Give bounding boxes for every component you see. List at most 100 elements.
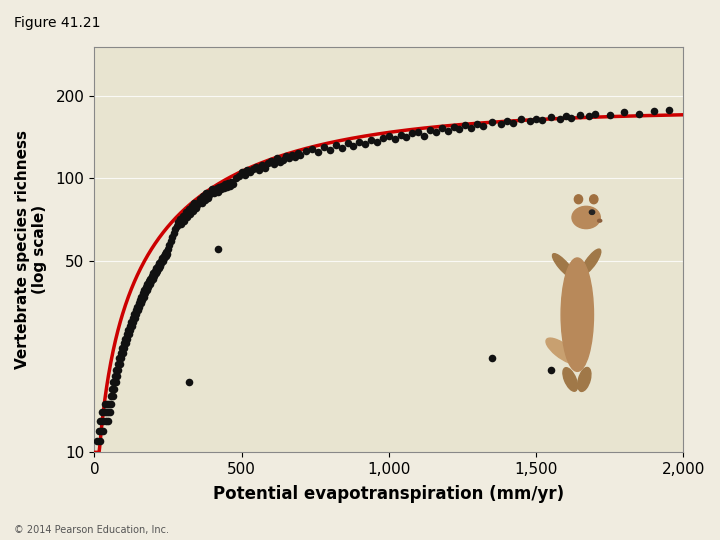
Point (100, 408, 112, 416)
Point (545, 113, 557, 122)
Point (274, 157, 286, 166)
Point (222, 179, 234, 187)
Point (342, 139, 354, 147)
Point (477, 122, 489, 130)
Ellipse shape (572, 206, 600, 228)
Point (566, 113, 577, 122)
Point (112, 372, 123, 380)
Point (354, 137, 365, 146)
Point (205, 188, 217, 197)
Point (138, 292, 150, 301)
Point (242, 166, 253, 174)
Ellipse shape (598, 219, 602, 222)
Point (129, 313, 140, 322)
Point (225, 178, 237, 186)
Point (292, 148, 303, 157)
Point (336, 144, 348, 152)
Point (152, 261, 163, 270)
X-axis label: Potential evapotranspiration (mm/yr): Potential evapotranspiration (mm/yr) (213, 485, 564, 503)
Point (190, 204, 202, 212)
Point (115, 349, 127, 357)
Point (418, 131, 430, 140)
Point (103, 417, 114, 426)
Point (160, 252, 171, 260)
Ellipse shape (561, 258, 593, 372)
Point (401, 133, 413, 141)
Point (330, 141, 341, 150)
Point (589, 109, 600, 118)
Point (126, 321, 138, 330)
Point (94, 417, 106, 426)
Point (143, 277, 155, 286)
Point (507, 119, 518, 127)
Point (158, 254, 170, 262)
Point (372, 138, 383, 147)
Point (501, 117, 513, 125)
Point (430, 128, 441, 137)
Point (531, 114, 542, 123)
Point (158, 252, 169, 260)
Point (202, 193, 213, 202)
Point (97, 426, 109, 435)
Point (114, 354, 125, 363)
Point (135, 292, 147, 301)
Point (545, 366, 557, 374)
Point (95, 426, 107, 435)
Point (454, 125, 465, 133)
Point (91, 437, 103, 445)
Point (145, 277, 157, 286)
Point (112, 360, 124, 368)
Point (265, 156, 276, 165)
Point (395, 131, 406, 139)
Point (227, 180, 238, 188)
Point (150, 269, 161, 278)
Point (217, 181, 228, 190)
Point (389, 134, 400, 143)
Point (324, 145, 336, 154)
Point (442, 126, 454, 135)
Point (186, 202, 197, 211)
Point (105, 392, 117, 401)
Point (220, 180, 231, 188)
Point (102, 408, 113, 416)
Point (466, 123, 477, 132)
Point (120, 339, 132, 348)
Point (634, 109, 645, 118)
Point (180, 208, 192, 217)
Point (413, 127, 424, 136)
Point (604, 111, 616, 119)
Point (104, 408, 115, 416)
Point (156, 254, 168, 262)
Point (146, 272, 158, 280)
Point (436, 124, 448, 133)
Point (199, 196, 210, 205)
Point (210, 186, 221, 195)
Point (108, 378, 120, 387)
Point (524, 117, 536, 126)
Point (472, 119, 483, 128)
Point (559, 112, 571, 121)
Point (193, 198, 204, 206)
Point (271, 154, 283, 163)
Point (121, 330, 132, 339)
Point (127, 317, 139, 326)
Point (142, 283, 153, 292)
Point (218, 184, 230, 192)
Point (192, 200, 203, 209)
Ellipse shape (546, 338, 579, 364)
Point (184, 210, 196, 218)
Point (239, 170, 251, 179)
Point (162, 245, 174, 254)
Point (183, 378, 194, 387)
Point (312, 147, 324, 156)
Point (99, 400, 110, 408)
Point (377, 134, 389, 143)
Point (179, 217, 190, 225)
Point (111, 366, 122, 374)
Point (251, 163, 262, 171)
Point (117, 344, 128, 353)
Point (207, 185, 218, 194)
Ellipse shape (590, 210, 595, 214)
Point (583, 112, 595, 121)
Point (262, 158, 274, 167)
